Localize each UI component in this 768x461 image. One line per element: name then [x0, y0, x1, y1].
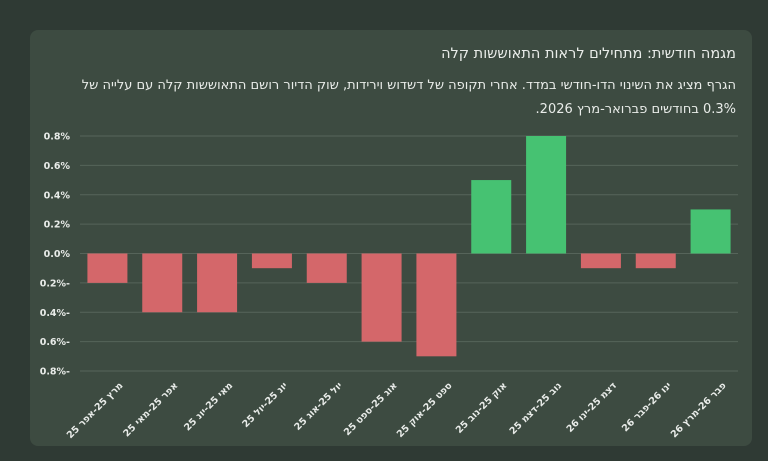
- y-tick-label: 0.8%-: [40, 367, 70, 378]
- chart-card: מגמה חודשית: מתחילים לראות התאוששות קלה …: [30, 30, 752, 446]
- y-axis-ticks: 0.8% 0.6% 0.4% 0.2% 0.0% 0.2%- 0.4%- 0.6%- 0.8%-: [40, 132, 71, 378]
- bar[interactable]: [197, 253, 238, 313]
- x-tick-label: מרץ 25-אפר 25: [65, 380, 126, 441]
- bar[interactable]: [471, 180, 512, 254]
- bar[interactable]: [87, 253, 128, 283]
- x-tick-label: אוג 25-ספט 25: [342, 380, 400, 438]
- bar[interactable]: [251, 253, 292, 269]
- bar[interactable]: [142, 253, 183, 313]
- y-tick-label: 0.0%: [44, 249, 71, 260]
- bar[interactable]: [361, 253, 402, 342]
- x-tick-label: אפר 25-מאי 25: [121, 380, 180, 439]
- x-tick-label: ספט 25-אוק 25: [395, 380, 455, 440]
- y-tick-label: 0.4%-: [40, 308, 70, 319]
- bar-chart: 0.8% 0.6% 0.4% 0.2% 0.0% 0.2%- 0.4%- 0.6%- 0.8%-…: [40, 132, 738, 441]
- y-tick-label: 0.8%: [44, 132, 71, 143]
- x-tick-label: דצמ 25-ינו 26: [565, 380, 620, 435]
- y-tick-label: 0.2%-: [40, 278, 70, 289]
- bar[interactable]: [306, 253, 347, 283]
- bars: [87, 136, 731, 357]
- y-tick-label: 0.6%: [44, 161, 71, 172]
- x-tick-label: נוב 25-דצמ 25: [508, 380, 565, 437]
- x-tick-label: פבר 26-מרץ 26: [669, 380, 729, 440]
- y-tick-label: 0.6%-: [40, 337, 70, 348]
- chart-title: מגמה חודשית: מתחילים לראות התאוששות קלה: [441, 46, 736, 62]
- x-tick-label: אוק 25-נוב 25: [454, 380, 510, 436]
- bar[interactable]: [526, 136, 567, 254]
- bar[interactable]: [690, 209, 731, 254]
- chart-subtitle: הגרף מציג את השינוי הדו-חודשי במדד. אחרי…: [81, 78, 736, 117]
- grid-lines: [80, 135, 738, 372]
- x-tick-label: יול 25-אוג 25: [292, 380, 345, 433]
- y-tick-label: 0.2%: [44, 220, 71, 231]
- bar[interactable]: [580, 253, 621, 269]
- y-tick-label: 0.4%: [44, 190, 71, 201]
- x-tick-label: מאי 25-יונ 25: [182, 380, 235, 433]
- bar[interactable]: [416, 253, 457, 357]
- x-tick-label: יונ 25-יול 25: [240, 380, 290, 430]
- x-tick-label: ינו 26-פבר 26: [620, 380, 674, 434]
- bar[interactable]: [635, 253, 676, 269]
